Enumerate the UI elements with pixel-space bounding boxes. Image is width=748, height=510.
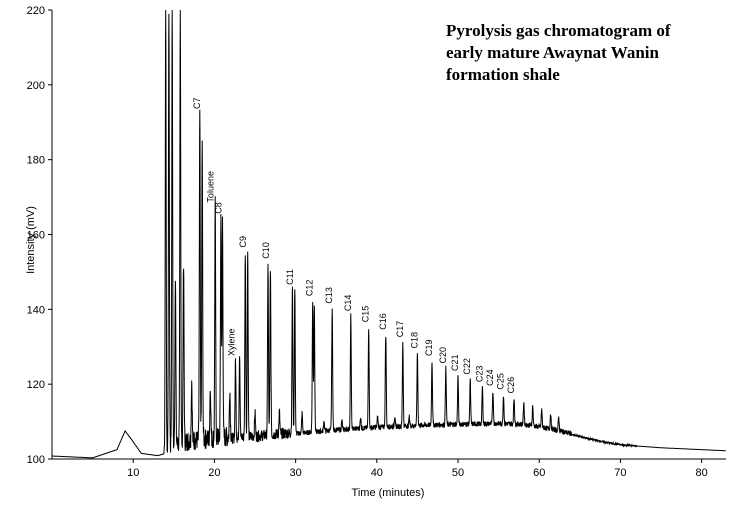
y-tick-label: 120 <box>27 379 45 391</box>
y-tick-label: 140 <box>27 304 45 316</box>
y-tick-label: 200 <box>27 80 45 92</box>
peak-label: C18 <box>409 332 419 349</box>
peak-label: C14 <box>343 295 353 312</box>
x-ticks: 10 20 30 40 50 60 70 80 <box>127 459 708 479</box>
peak-label: C17 <box>395 321 405 338</box>
peak-label: C24 <box>485 369 495 386</box>
peak-label: C22 <box>462 358 472 375</box>
y-axis-label: Intensity (mV) <box>25 206 37 274</box>
chromatogram-trace <box>52 10 726 458</box>
peak-label: C9 <box>238 236 248 248</box>
peak-label: C26 <box>506 377 516 394</box>
y-tick-label: 180 <box>27 155 45 167</box>
peak-label: C19 <box>424 339 434 356</box>
peak-label: C15 <box>361 306 371 323</box>
x-tick-label: 80 <box>696 467 708 479</box>
peak-label: C16 <box>378 313 388 330</box>
x-tick-label: 20 <box>208 467 220 479</box>
peak-label: C7 <box>192 98 202 110</box>
y-tick-label: 220 <box>27 5 45 17</box>
peak-label: C21 <box>450 354 460 371</box>
peak-label: C20 <box>438 347 448 364</box>
chart-title-line-1: Pyrolysis gas chromatogram of <box>446 21 671 40</box>
peak-label: C23 <box>474 366 484 383</box>
peak-label: C12 <box>305 280 315 297</box>
chart-title: Pyrolysis gas chromatogram of early matu… <box>446 21 671 84</box>
x-tick-label: 60 <box>533 467 545 479</box>
peak-label: C25 <box>495 373 505 390</box>
x-axis-label: Time (minutes) <box>352 487 425 499</box>
peak-label: C11 <box>285 269 295 285</box>
x-tick-label: 40 <box>371 467 383 479</box>
peak-label: C10 <box>261 242 271 259</box>
x-tick-label: 30 <box>289 467 301 479</box>
chart-title-line-3: formation shale <box>446 65 560 84</box>
peak-label: C13 <box>324 287 334 304</box>
x-tick-label: 70 <box>614 467 626 479</box>
x-tick-label: 10 <box>127 467 139 479</box>
y-tick-label: 100 <box>27 454 45 466</box>
x-tick-label: 50 <box>452 467 464 479</box>
chromatogram-line <box>52 10 726 458</box>
peak-label: Toluene <box>206 171 216 203</box>
chart-title-line-2: early mature Awaynat Wanin <box>446 43 660 62</box>
peak-label: C8 <box>214 202 224 214</box>
peak-label: Xylene <box>227 328 237 356</box>
axes <box>52 10 726 459</box>
